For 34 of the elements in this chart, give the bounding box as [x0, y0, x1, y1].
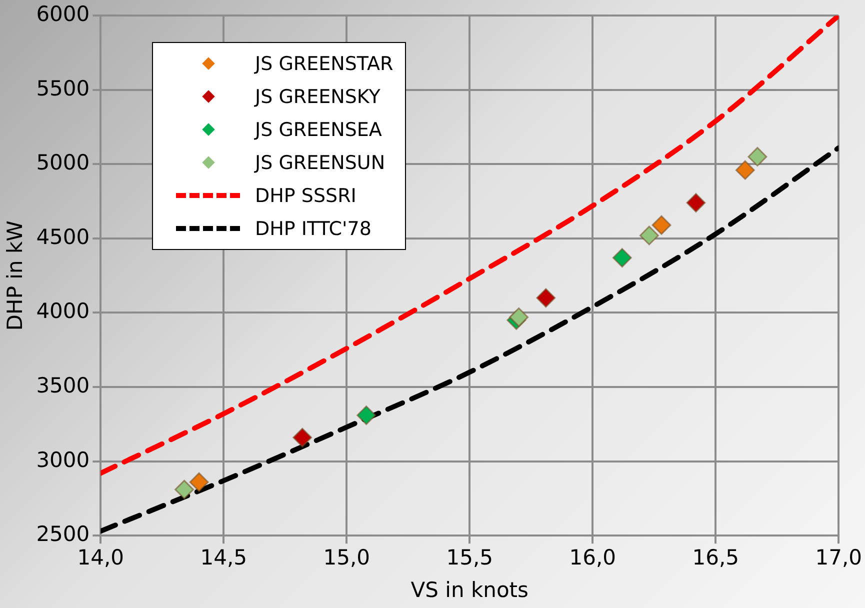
point: [292, 428, 312, 448]
legend-label: JS GREENSUN: [255, 152, 386, 174]
point: [356, 406, 376, 426]
point: [748, 146, 768, 166]
x-tick-label: 15,0: [323, 546, 370, 570]
point: [652, 215, 672, 235]
x-tick-label: 15,5: [446, 546, 494, 570]
x-axis-title: VS in knots: [410, 578, 528, 602]
x-tick-label: 16,5: [692, 546, 740, 570]
point: [174, 480, 194, 500]
y-tick-label: 3500: [36, 373, 90, 398]
point: [686, 193, 706, 213]
point: [536, 288, 556, 308]
legend-label: JS GREENSEA: [255, 118, 382, 140]
x-tick-label: 14,0: [77, 546, 124, 570]
legend-label: DHP ITTC'78: [255, 218, 372, 240]
x-tick-label: 16,0: [569, 546, 616, 570]
point: [612, 248, 632, 268]
x-tick-label: 14,5: [200, 546, 248, 570]
y-tick-label: 6000: [36, 2, 90, 26]
y-axis-title: DHP in kW: [3, 220, 28, 331]
y-tick-label: 5500: [36, 76, 90, 100]
point: [735, 160, 755, 180]
legend-label: JS GREENSKY: [255, 86, 380, 108]
y-tick-label: 4000: [36, 299, 90, 324]
y-tick-label: 2500: [36, 522, 90, 546]
point: [189, 472, 209, 492]
legend-label: DHP SSSRI: [255, 184, 356, 206]
y-tick-label: 3000: [36, 448, 90, 472]
y-tick-label: 5000: [36, 150, 90, 175]
legend-label: JS GREENSTAR: [255, 52, 394, 74]
y-tick-label: 4500: [36, 224, 90, 249]
point: [639, 226, 659, 246]
x-tick-label: 17,0: [815, 546, 862, 570]
